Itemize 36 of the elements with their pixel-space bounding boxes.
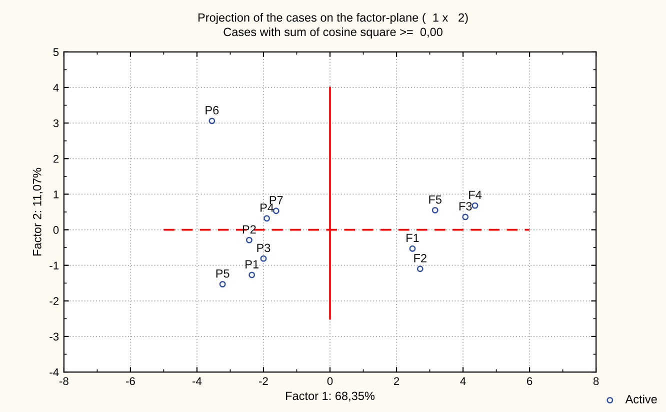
x-tick-label: 4 — [460, 377, 466, 385]
y-tick-label: 4 — [53, 84, 59, 92]
y-tick-label: -2 — [50, 297, 59, 305]
y-tick-label: 0 — [53, 226, 59, 234]
data-label: P3 — [257, 244, 270, 252]
data-label: F2 — [414, 254, 426, 262]
x-tick-label: -8 — [59, 377, 68, 386]
x-tick-label: 2 — [394, 377, 400, 385]
y-tick-label: -1 — [50, 262, 59, 270]
data-label: P4 — [260, 204, 274, 212]
data-label: P6 — [206, 106, 219, 114]
x-tick-label: 0 — [327, 377, 333, 386]
x-axis-title: Factor 1: 68,35% — [286, 392, 375, 402]
data-label: F4 — [469, 190, 482, 199]
chart-subtitle: Cases with sum of cosine square >= 0,00 — [224, 27, 442, 38]
x-tick-label: -4 — [192, 377, 202, 385]
x-tick-label: -2 — [259, 377, 268, 385]
y-axis-title: Factor 2: 11,07% — [32, 168, 43, 256]
data-label: F3 — [459, 202, 472, 210]
data-label: P7 — [270, 196, 283, 204]
data-label: P1 — [246, 260, 258, 268]
data-label: P2 — [242, 225, 256, 234]
x-tick-label: -6 — [126, 377, 135, 386]
data-label: P5 — [216, 269, 230, 278]
y-tick-label: -4 — [50, 368, 59, 376]
y-tick-label: 1 — [54, 190, 59, 198]
legend-label: Active — [625, 394, 657, 404]
y-tick-label: 3 — [53, 119, 59, 128]
x-tick-label: 6 — [527, 377, 532, 386]
y-tick-label: -3 — [50, 332, 59, 341]
data-label: F1 — [406, 234, 419, 242]
y-tick-label: 2 — [53, 154, 59, 163]
x-tick-label: 8 — [593, 377, 599, 386]
y-tick-label: 5 — [53, 48, 59, 56]
chart-title: Projection of the cases on the factor-plane ( 1 x 2) — [198, 13, 468, 24]
data-label: F5 — [429, 195, 442, 204]
